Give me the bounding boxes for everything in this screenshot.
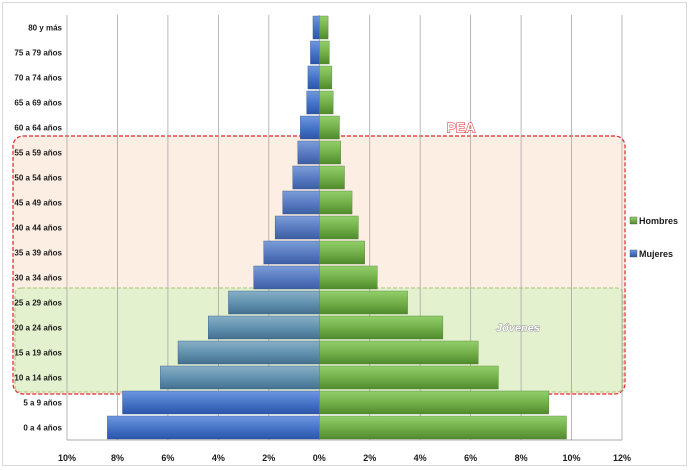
bar-hombres <box>319 140 341 165</box>
y-tick-label: 60 a 64 años <box>14 124 62 133</box>
legend: Hombres Mujeres <box>629 216 678 259</box>
bars <box>107 15 567 440</box>
bar-hombres <box>319 215 359 240</box>
y-tick-label: 20 a 24 años <box>14 324 62 333</box>
y-tick-label: 25 a 29 años <box>14 299 62 308</box>
x-tick-label: 12% <box>613 453 631 463</box>
bar-mujeres <box>300 115 320 140</box>
x-tick-label: 2% <box>363 453 376 463</box>
bar-mujeres <box>253 265 320 290</box>
bar-mujeres <box>292 165 320 190</box>
x-tick-label: 8% <box>515 453 528 463</box>
y-tick-label: 70 a 74 años <box>14 74 62 83</box>
y-tick-label: 40 a 44 años <box>14 224 62 233</box>
bar-mujeres <box>208 315 320 340</box>
bar-mujeres <box>307 65 320 90</box>
bar-hombres <box>319 115 340 140</box>
legend-label-hombres: Hombres <box>639 216 678 226</box>
bar-hombres <box>319 90 334 115</box>
population-pyramid-chart: 0 a 4 años 5 a 9 años 10 a 14 años 15 a 19 … <box>12 15 678 463</box>
annotation-labels: PEA Jóvenes <box>446 119 540 335</box>
x-tick-label: 6% <box>161 453 174 463</box>
y-axis-tick-labels: 0 a 4 años 5 a 9 años 10 a 14 años 15 a 19 … <box>14 24 62 433</box>
bar-mujeres <box>177 340 320 365</box>
legend-swatch-mujeres <box>629 249 638 258</box>
x-tick-label: 10% <box>58 453 76 463</box>
y-tick-label: 80 y más <box>28 24 62 33</box>
bar-hombres <box>319 415 567 440</box>
bar-mujeres <box>263 240 320 265</box>
bar-hombres <box>319 40 330 65</box>
x-tick-label: 2% <box>262 453 275 463</box>
y-tick-label: 45 a 49 años <box>14 199 62 208</box>
pea-label: PEA <box>447 120 476 136</box>
bar-mujeres <box>107 415 320 440</box>
y-tick-label: 35 a 39 años <box>14 249 62 258</box>
y-tick-label: 65 a 69 años <box>14 99 62 108</box>
bar-mujeres <box>160 365 320 390</box>
y-tick-label: 10 a 14 años <box>14 374 62 383</box>
bar-mujeres <box>312 15 320 40</box>
bar-mujeres <box>297 140 320 165</box>
bar-mujeres <box>122 390 320 415</box>
y-tick-label: 50 a 54 años <box>14 174 62 183</box>
bar-hombres <box>319 365 499 390</box>
y-tick-label: 75 a 79 años <box>14 49 62 58</box>
bar-hombres <box>319 290 408 315</box>
x-tick-label: 4% <box>212 453 225 463</box>
bar-hombres <box>319 165 345 190</box>
y-tick-label: 15 a 19 años <box>14 349 62 358</box>
legend-swatch-hombres <box>629 216 638 225</box>
bar-hombres <box>319 240 365 265</box>
x-tick-label: 8% <box>111 453 124 463</box>
bar-mujeres <box>228 290 320 315</box>
y-tick-label: 0 a 4 años <box>23 424 62 433</box>
bar-hombres <box>319 340 479 365</box>
bar-mujeres <box>274 215 320 240</box>
bar-mujeres <box>310 40 320 65</box>
bar-mujeres <box>282 190 320 215</box>
bar-hombres <box>319 65 333 90</box>
bar-hombres <box>319 315 444 340</box>
bar-hombres <box>319 15 329 40</box>
x-axis-tick-labels: 10% 8% 6% 4% 2% 0% 2% 4% 6% 8% 10% 12% <box>58 453 631 463</box>
x-tick-label: 6% <box>464 453 477 463</box>
legend-label-mujeres: Mujeres <box>639 249 673 259</box>
y-tick-label: 5 a 9 años <box>23 399 62 408</box>
bar-mujeres <box>306 90 320 115</box>
jovenes-label: Jóvenes <box>496 323 540 335</box>
x-tick-label: 10% <box>563 453 581 463</box>
y-tick-label: 30 a 34 años <box>14 274 62 283</box>
bar-hombres <box>319 390 550 415</box>
y-tick-label: 55 a 59 años <box>14 149 62 158</box>
x-tick-label: 0% <box>313 453 326 463</box>
bar-hombres <box>319 265 378 290</box>
bar-hombres <box>319 190 353 215</box>
x-tick-label: 4% <box>414 453 427 463</box>
chart-frame: 0 a 4 años 5 a 9 años 10 a 14 años 15 a 19 … <box>2 2 687 466</box>
